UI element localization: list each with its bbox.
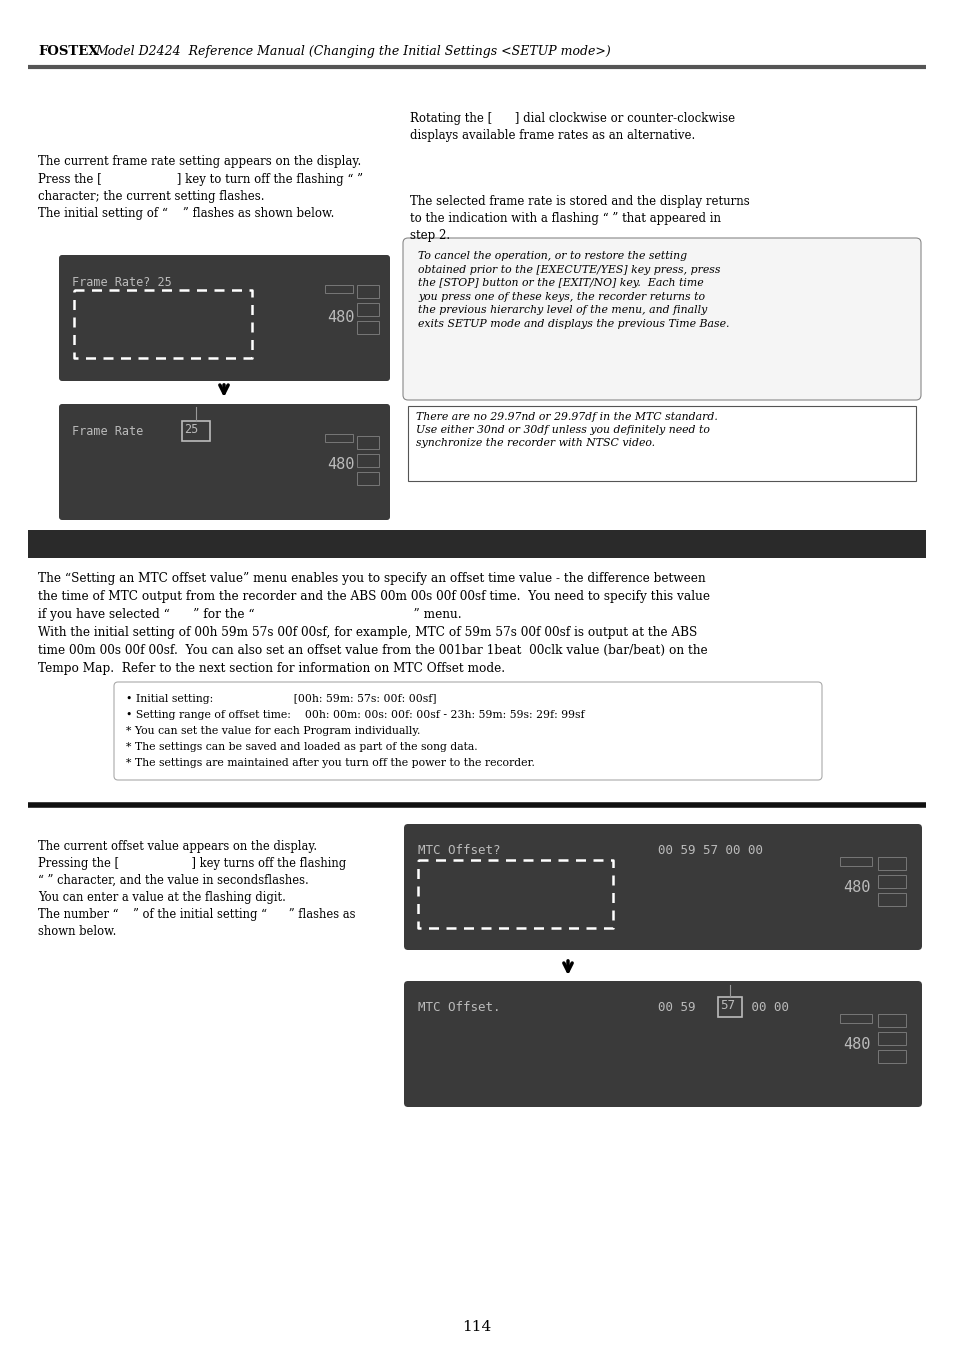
Bar — [182, 422, 210, 440]
Text: 57: 57 — [720, 998, 734, 1012]
Text: The “Setting an MTC offset value” menu enables you to specify an offset time val: The “Setting an MTC offset value” menu e… — [38, 571, 705, 585]
Bar — [356, 303, 378, 316]
FancyBboxPatch shape — [113, 682, 821, 780]
Bar — [356, 436, 378, 449]
FancyBboxPatch shape — [403, 981, 921, 1106]
FancyBboxPatch shape — [402, 238, 920, 400]
Bar — [356, 454, 378, 467]
Text: The selected frame rate is stored and the display returns
to the indication with: The selected frame rate is stored and th… — [410, 195, 749, 242]
Bar — [877, 1032, 905, 1046]
Bar — [28, 530, 925, 558]
Bar — [408, 407, 915, 481]
Text: You can enter a value at the flashing digit.: You can enter a value at the flashing di… — [38, 892, 286, 904]
Text: 00 59: 00 59 — [658, 1001, 702, 1015]
Text: FOSTEX: FOSTEX — [38, 45, 98, 58]
Bar — [325, 434, 353, 442]
Text: “ ” character, and the value in secondsflashes.: “ ” character, and the value in secondsf… — [38, 874, 309, 888]
Text: There are no 29.97nd or 29.97df in the MTC standard.
Use either 30nd or 30df unl: There are no 29.97nd or 29.97df in the M… — [416, 412, 717, 449]
Bar — [356, 285, 378, 299]
Text: if you have selected “      ” for the “                                         : if you have selected “ ” for the “ — [38, 608, 461, 621]
Text: 480: 480 — [327, 457, 354, 471]
Text: Tempo Map.  Refer to the next section for information on MTC Offset mode.: Tempo Map. Refer to the next section for… — [38, 662, 504, 676]
Text: The current frame rate setting appears on the display.
Press the [              : The current frame rate setting appears o… — [38, 155, 363, 220]
Text: • Initial setting:                       [00h: 59m: 57s: 00f: 00sf]: • Initial setting: [00h: 59m: 57s: 00f: … — [126, 694, 436, 704]
Bar — [718, 997, 741, 1017]
Text: * You can set the value for each Program individually.: * You can set the value for each Program… — [126, 725, 420, 736]
Text: 25: 25 — [184, 423, 198, 436]
Text: 00 00: 00 00 — [743, 1001, 788, 1015]
Text: 480: 480 — [842, 1038, 869, 1052]
Text: Frame Rate? 25: Frame Rate? 25 — [71, 276, 172, 289]
Text: 00 59 57 00 00: 00 59 57 00 00 — [658, 844, 762, 857]
Text: Model D2424  Reference Manual (Changing the Initial Settings <SETUP mode>): Model D2424 Reference Manual (Changing t… — [95, 45, 610, 58]
Text: shown below.: shown below. — [38, 925, 116, 938]
Text: MTC Offset?: MTC Offset? — [417, 844, 500, 857]
Bar — [325, 285, 353, 293]
Bar — [840, 1015, 871, 1023]
Text: The number “    ” of the initial setting “      ” flashes as: The number “ ” of the initial setting “ … — [38, 908, 355, 921]
Bar — [356, 471, 378, 485]
Text: • Setting range of offset time:    00h: 00m: 00s: 00f: 00sf - 23h: 59m: 59s: 29f: • Setting range of offset time: 00h: 00m… — [126, 711, 584, 720]
Text: Frame Rate: Frame Rate — [71, 426, 143, 438]
Bar — [877, 1015, 905, 1027]
Text: 480: 480 — [842, 880, 869, 894]
Bar — [877, 893, 905, 907]
Text: 114: 114 — [462, 1320, 491, 1333]
FancyBboxPatch shape — [403, 824, 921, 950]
Bar — [877, 875, 905, 888]
Text: Pressing the [                    ] key turns off the flashing: Pressing the [ ] key turns off the flash… — [38, 857, 346, 870]
Text: With the initial setting of 00h 59m 57s 00f 00sf, for example, MTC of 59m 57s 00: With the initial setting of 00h 59m 57s … — [38, 626, 697, 639]
Bar — [840, 857, 871, 866]
Text: * The settings can be saved and loaded as part of the song data.: * The settings can be saved and loaded a… — [126, 742, 477, 753]
Text: The current offset value appears on the display.: The current offset value appears on the … — [38, 840, 316, 852]
Text: 480: 480 — [327, 309, 354, 326]
Text: the time of MTC output from the recorder and the ABS 00m 00s 00f 00sf time.  You: the time of MTC output from the recorder… — [38, 590, 709, 603]
FancyBboxPatch shape — [59, 255, 390, 381]
Text: MTC Offset.: MTC Offset. — [417, 1001, 500, 1015]
Bar — [356, 322, 378, 334]
Bar — [877, 1050, 905, 1063]
Bar — [877, 857, 905, 870]
Text: time 00m 00s 00f 00sf.  You can also set an offset value from the 001bar 1beat  : time 00m 00s 00f 00sf. You can also set … — [38, 644, 707, 657]
Text: Rotating the [      ] dial clockwise or counter-clockwise
displays available fra: Rotating the [ ] dial clockwise or count… — [410, 112, 735, 142]
Text: * The settings are maintained after you turn off the power to the recorder.: * The settings are maintained after you … — [126, 758, 535, 767]
FancyBboxPatch shape — [59, 404, 390, 520]
Text: To cancel the operation, or to restore the setting
obtained prior to the [EXECUT: To cancel the operation, or to restore t… — [417, 251, 729, 330]
